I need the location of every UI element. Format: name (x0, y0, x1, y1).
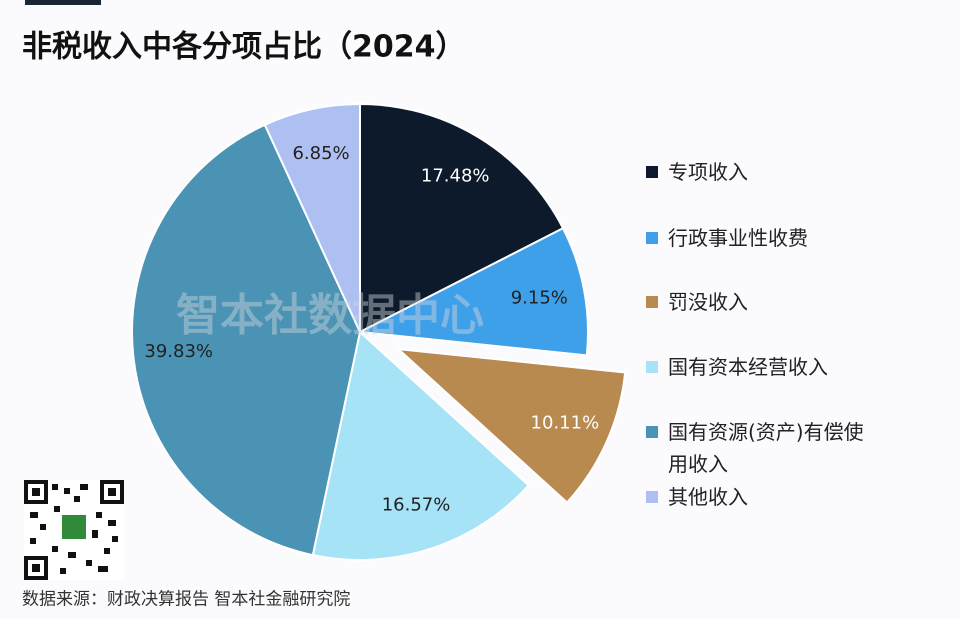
legend-item: 国有资本经营收入 (642, 351, 868, 383)
legend-label: 其他收入 (668, 485, 748, 509)
pie-slice (356, 226, 589, 357)
watermark: 智本社数据中心 (176, 290, 484, 341)
legend-swatch (646, 232, 658, 244)
top-bar (25, 0, 101, 5)
data-label: 10.11% (531, 413, 600, 434)
legend-swatch (646, 426, 658, 438)
legend-label: 专项收入 (668, 160, 748, 184)
pie: 17.48% 9.15% 10.11% 16.57% 39.83% 6.85% (131, 102, 627, 561)
pie-slice (131, 123, 362, 557)
pie-slice (359, 102, 565, 334)
data-label: 16.57% (382, 495, 451, 516)
chart-title: 非税收入中各分项占比（2024） (22, 30, 466, 65)
pie-slice (263, 102, 361, 333)
legend-swatch (646, 361, 658, 373)
pie-slice (311, 330, 531, 561)
legend-item: 专项收入 (642, 156, 868, 188)
legend-label: 罚没收入 (668, 290, 748, 314)
source: 数据来源：财政决算报告 智本社金融研究院 (22, 590, 350, 610)
legend-swatch (646, 296, 658, 308)
legend-label: 国有资本经营收入 (668, 355, 828, 379)
legend-swatch (646, 491, 658, 503)
data-label: 6.85% (292, 143, 349, 164)
legend-item: 罚没收入 (642, 286, 868, 318)
data-label: 9.15% (511, 287, 568, 308)
qr-code (24, 480, 124, 580)
pie-slice (395, 347, 627, 504)
legend-item: 国有资源(资产)有偿使用收入 (642, 416, 868, 480)
legend-label: 国有资源(资产)有偿使用收入 (668, 420, 864, 476)
legend-item: 行政事业性收费 (642, 222, 868, 254)
data-label: 39.83% (144, 341, 213, 362)
data-label: 17.48% (421, 165, 490, 186)
legend-swatch (646, 166, 658, 178)
legend-label: 行政事业性收费 (668, 226, 808, 250)
legend-item: 其他收入 (642, 481, 868, 513)
